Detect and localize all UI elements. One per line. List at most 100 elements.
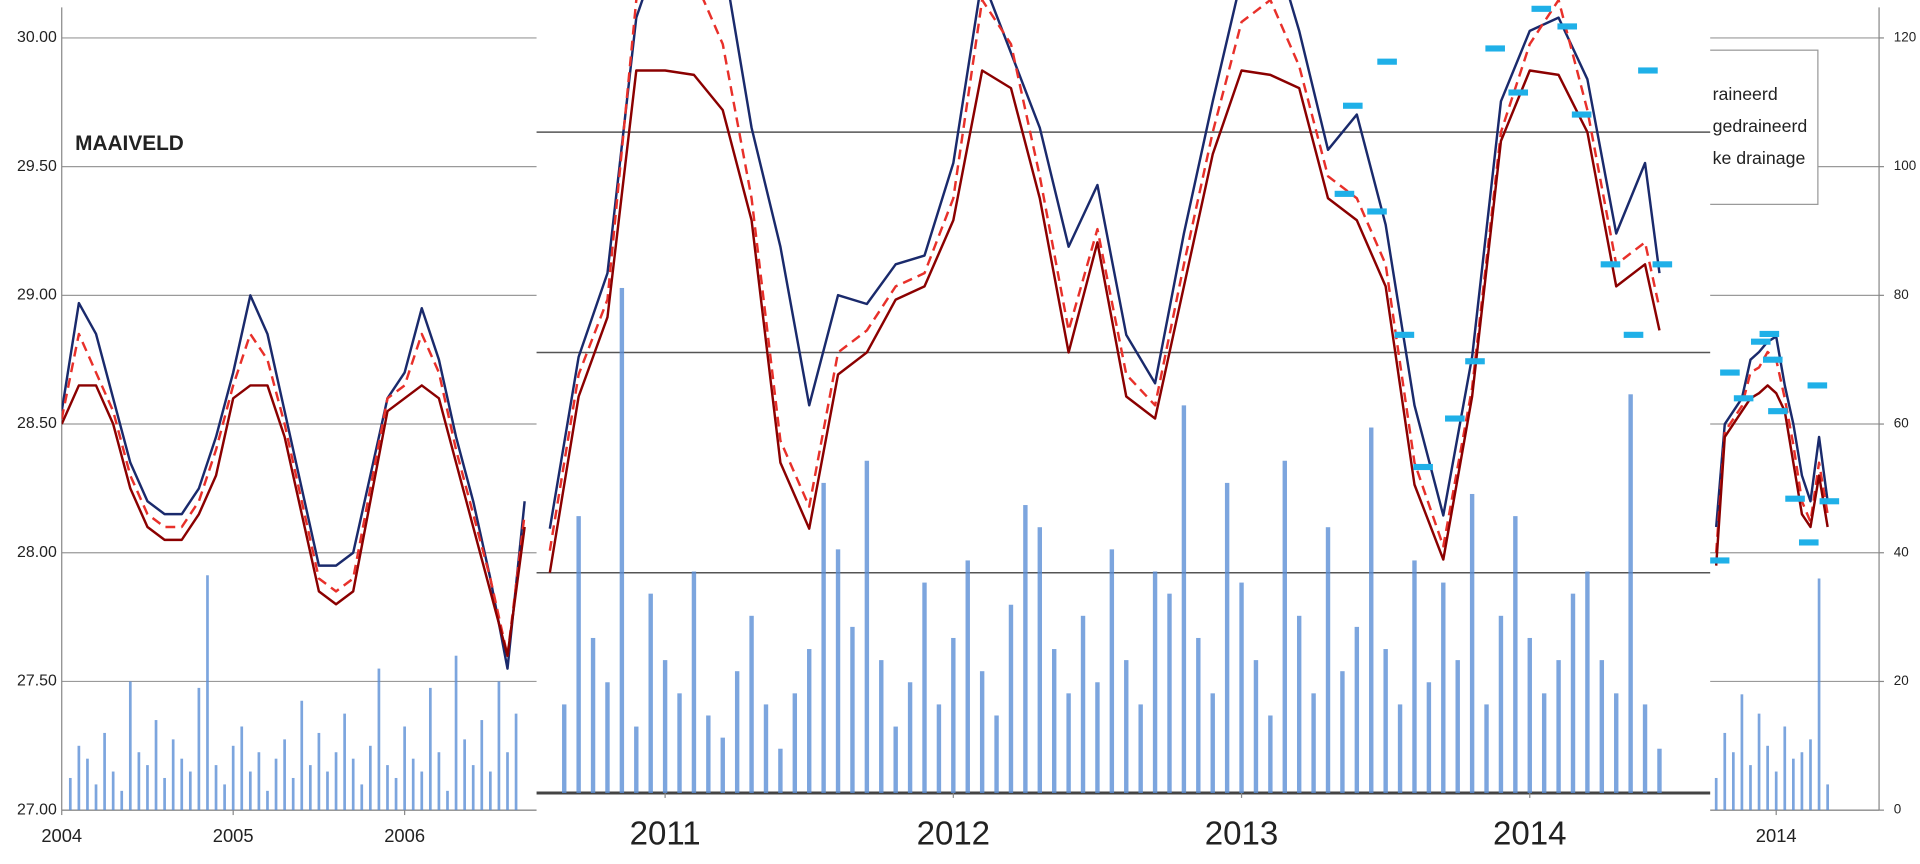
- precipitation-bar: [1268, 715, 1273, 794]
- precipitation-bar: [922, 582, 927, 794]
- precipitation-bar: [368, 745, 372, 811]
- precipitation-bar: [1792, 758, 1795, 811]
- precipitation-bar: [1023, 505, 1028, 794]
- precipitation-bar: [197, 687, 201, 811]
- measurement-marker: [1652, 261, 1673, 268]
- precipitation-bar: [300, 700, 304, 811]
- measurement-marker: [1623, 331, 1644, 338]
- precipitation-bar: [734, 671, 740, 794]
- inset-background: [536, 0, 1711, 864]
- precipitation-bar: [1469, 493, 1475, 794]
- measurement-marker: [1733, 395, 1754, 402]
- precipitation-bar: [677, 693, 682, 794]
- precipitation-bar: [506, 752, 509, 811]
- precipitation-bar: [807, 649, 812, 794]
- precipitation-bar: [1541, 693, 1547, 794]
- precipitation-bar: [1714, 777, 1718, 811]
- precipitation-bar: [893, 726, 898, 794]
- precipitation-bar: [163, 777, 166, 811]
- precipitation-bar: [1224, 482, 1230, 794]
- groundwater-line: [548, 0, 1661, 529]
- measurement-marker: [1413, 463, 1433, 471]
- precipitation-bar: [214, 765, 218, 811]
- precipitation-bar: [394, 777, 398, 811]
- precipitation-bar: [1740, 694, 1744, 811]
- precipitation-bar: [590, 637, 596, 794]
- y-tick-label: 30.00: [17, 29, 57, 46]
- precipitation-bar: [1340, 671, 1345, 794]
- measurement-marker: [1720, 369, 1740, 376]
- precipitation-bar: [1766, 745, 1769, 811]
- x-tick-label: 2011: [630, 816, 701, 853]
- measurement-marker: [1445, 415, 1465, 422]
- measurement-marker: [1600, 261, 1621, 268]
- precipitation-bar: [1037, 527, 1042, 794]
- measurement-marker: [1768, 408, 1788, 415]
- precipitation-bar: [437, 752, 441, 811]
- precipitation-bar: [1397, 704, 1403, 794]
- precipitation-bar: [1757, 713, 1761, 811]
- precipitation-bar: [343, 713, 346, 811]
- precipitation-bar: [835, 549, 841, 794]
- precipitation-bar: [514, 713, 518, 811]
- precipitation-bar: [763, 704, 769, 794]
- precipitation-bar: [1570, 593, 1576, 794]
- y2-tick-label: 120: [1894, 30, 1916, 45]
- precipitation-bar: [1311, 693, 1316, 794]
- inset-chart: 2011 2012 2013 2014: [536, 0, 1711, 864]
- precipitation-bar: [128, 681, 132, 811]
- measurement-marker: [1819, 498, 1840, 505]
- precipitation-bar: [850, 626, 855, 794]
- precipitation-bar: [907, 682, 913, 794]
- precipitation-bar: [951, 637, 956, 794]
- plot-area: [61, 294, 1840, 811]
- precipitation-bar: [1080, 615, 1086, 794]
- precipitation-bar: [1296, 615, 1302, 794]
- measurement-marker: [1638, 67, 1658, 74]
- precipitation-bar: [1441, 582, 1446, 794]
- precipitation-bar: [86, 758, 89, 811]
- precipitation-bar: [120, 790, 124, 811]
- precipitation-bar: [257, 752, 261, 811]
- precipitation-bar: [864, 460, 870, 794]
- legend-entry: raineerd: [1713, 84, 1778, 104]
- precipitation-bar: [1783, 726, 1787, 811]
- precipitation-bar: [778, 748, 783, 794]
- precipitation-bar: [137, 752, 141, 811]
- precipitation-bar: [1354, 626, 1360, 794]
- precipitation-bar: [691, 571, 697, 794]
- precipitation-bar: [428, 687, 432, 811]
- precipitation-bar: [68, 777, 72, 811]
- precipitation-bar: [94, 784, 98, 811]
- precipitation-bar: [605, 682, 610, 794]
- precipitation-bar: [334, 752, 338, 811]
- precipitation-bar: [1369, 427, 1374, 794]
- y-tick-label: 29.50: [17, 158, 57, 175]
- precipitation-bar: [662, 660, 668, 794]
- precipitation-bar: [1196, 637, 1201, 794]
- y-tick-label: 28.00: [17, 544, 57, 561]
- precipitation-bar: [821, 482, 826, 794]
- precipitation-bar: [1513, 516, 1518, 794]
- precipitation-bar: [1109, 549, 1115, 794]
- measurement-marker: [1709, 557, 1730, 564]
- precipitation-bar: [377, 668, 381, 811]
- x-tick-label: 2006: [384, 825, 425, 846]
- y-tick-label: 28.50: [17, 415, 57, 432]
- precipitation-bar: [248, 771, 252, 811]
- measurement-marker: [1531, 5, 1552, 12]
- precipitation-bar: [749, 615, 754, 794]
- precipitation-bar: [576, 516, 581, 794]
- precipitation-bar: [1138, 704, 1143, 794]
- precipitation-bar: [1749, 765, 1752, 811]
- precipitation-bar: [1066, 693, 1071, 794]
- precipitation-bar: [1731, 752, 1735, 811]
- measurement-marker: [1367, 208, 1387, 215]
- precipitation-bar: [648, 593, 653, 794]
- precipitation-bar: [171, 739, 175, 811]
- precipitation-bar: [706, 715, 711, 794]
- precipitation-bar: [188, 771, 192, 811]
- x-tick-label: 2012: [917, 816, 990, 853]
- precipitation-bar: [1642, 704, 1648, 794]
- y-tick-label: 29.00: [17, 287, 57, 304]
